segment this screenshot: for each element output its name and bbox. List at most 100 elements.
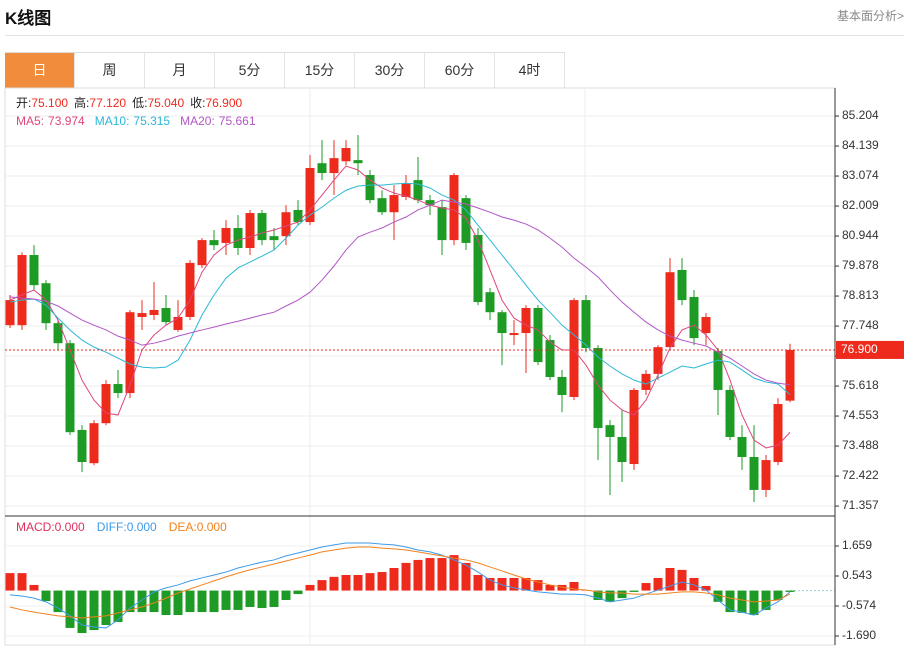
period-tabs: 日周月 5分 15分 30分 60分 4时 [5,52,565,88]
macd-bar [653,577,663,591]
macd-bar [353,574,363,591]
macd-bar [461,562,471,591]
candle-body [209,240,219,246]
candle-body [77,429,87,463]
candle-body [785,349,795,401]
ohlc-value: 76.900 [205,96,242,110]
period-tab[interactable]: 5分 [215,53,285,88]
macd-bar [773,590,783,600]
candle-body [617,436,627,463]
candle-body [17,255,27,326]
ma-line [9,199,791,386]
macd-line [9,542,791,629]
y-tick-label: 82.009 [842,198,879,212]
candle-body [401,183,411,198]
candle-body [65,343,75,433]
macd-bar [149,590,159,613]
macd-bar [209,590,219,613]
candle-body [725,389,735,437]
candle-body [605,425,615,437]
candle-body [305,167,315,223]
macd-bar [185,590,195,613]
macd-bar [497,577,507,591]
candle-body [425,200,435,206]
macd-bar [17,573,27,591]
legend-value: 75.315 [133,114,170,128]
y-tick-label: -1.690 [842,628,876,642]
candle-body [53,323,63,344]
macd-bar [41,590,51,602]
y-tick-label: 80.944 [842,228,879,242]
period-tab[interactable]: 4时 [495,53,565,88]
candle-body [233,227,243,248]
y-tick-label: 77.748 [842,318,879,332]
period-tab[interactable]: 15分 [285,53,355,88]
candle-body [437,207,447,241]
last-price-box [836,340,904,359]
legend-name: MA10: [95,114,130,128]
candle-body [365,175,375,201]
macd-bar [173,590,183,616]
period-tab[interactable]: 月 [145,53,215,88]
macd-bar [521,577,531,591]
legend-name: DIFF: [97,520,127,534]
ohlc-label: 收: [190,96,205,110]
ohlc-value: 77.120 [89,96,126,110]
macd-bar [761,590,771,610]
macd-bar [341,574,351,591]
candle-body [473,235,483,303]
candle-body [89,423,99,464]
candle-body [257,213,267,241]
candle-body [593,347,603,428]
macd-bar [533,580,543,591]
candle-body [773,404,783,463]
macd-bar [701,586,711,591]
y-tick-label: 71.357 [842,498,879,512]
y-tick-label: 1.659 [842,538,872,552]
candle-body [113,384,123,394]
candle-body [737,436,747,457]
macd-bar [641,583,651,591]
candle-body [149,309,159,316]
candle-body [377,198,387,213]
period-tab[interactable]: 60分 [425,53,495,88]
macd-bar [293,590,303,595]
y-tick-label: 72.422 [842,468,879,482]
y-tick-label: 73.488 [842,438,879,452]
period-tab[interactable]: 30分 [355,53,425,88]
ohlc-value: 75.040 [147,96,184,110]
y-tick-label: 84.139 [842,138,879,152]
period-tab[interactable]: 日 [5,53,75,88]
analysis-link[interactable]: 基本面分析> [836,9,904,23]
macd-bar [689,577,699,591]
candle-body [197,240,207,266]
period-tab[interactable]: 周 [75,53,145,88]
y-tick-label: 83.074 [842,168,879,182]
divider [5,35,904,36]
legend-value: 73.974 [48,114,85,128]
macd-bar [449,555,459,591]
macd-bar [749,590,759,616]
candle-body [389,195,399,213]
candle-body [101,384,111,424]
candle-body [449,175,459,241]
ohlc-label: 低: [132,96,147,110]
macd-bar [713,590,723,602]
ma-line [9,165,791,449]
y-tick-label: 85.204 [842,108,879,122]
macd-bar [305,584,315,591]
legend-name: MA20: [180,114,215,128]
macd-bar [197,590,207,613]
macd-bar [425,558,435,591]
ma-line [9,182,791,395]
macd-bar [629,590,639,592]
candle-body [341,147,351,162]
candle-body [701,316,711,334]
candle-body [521,307,531,334]
candle-body [749,456,759,490]
macd-bar [53,590,63,613]
candle-body [569,300,579,397]
y-tick-label: 78.813 [842,288,879,302]
ohlc-label: 高: [74,95,89,110]
